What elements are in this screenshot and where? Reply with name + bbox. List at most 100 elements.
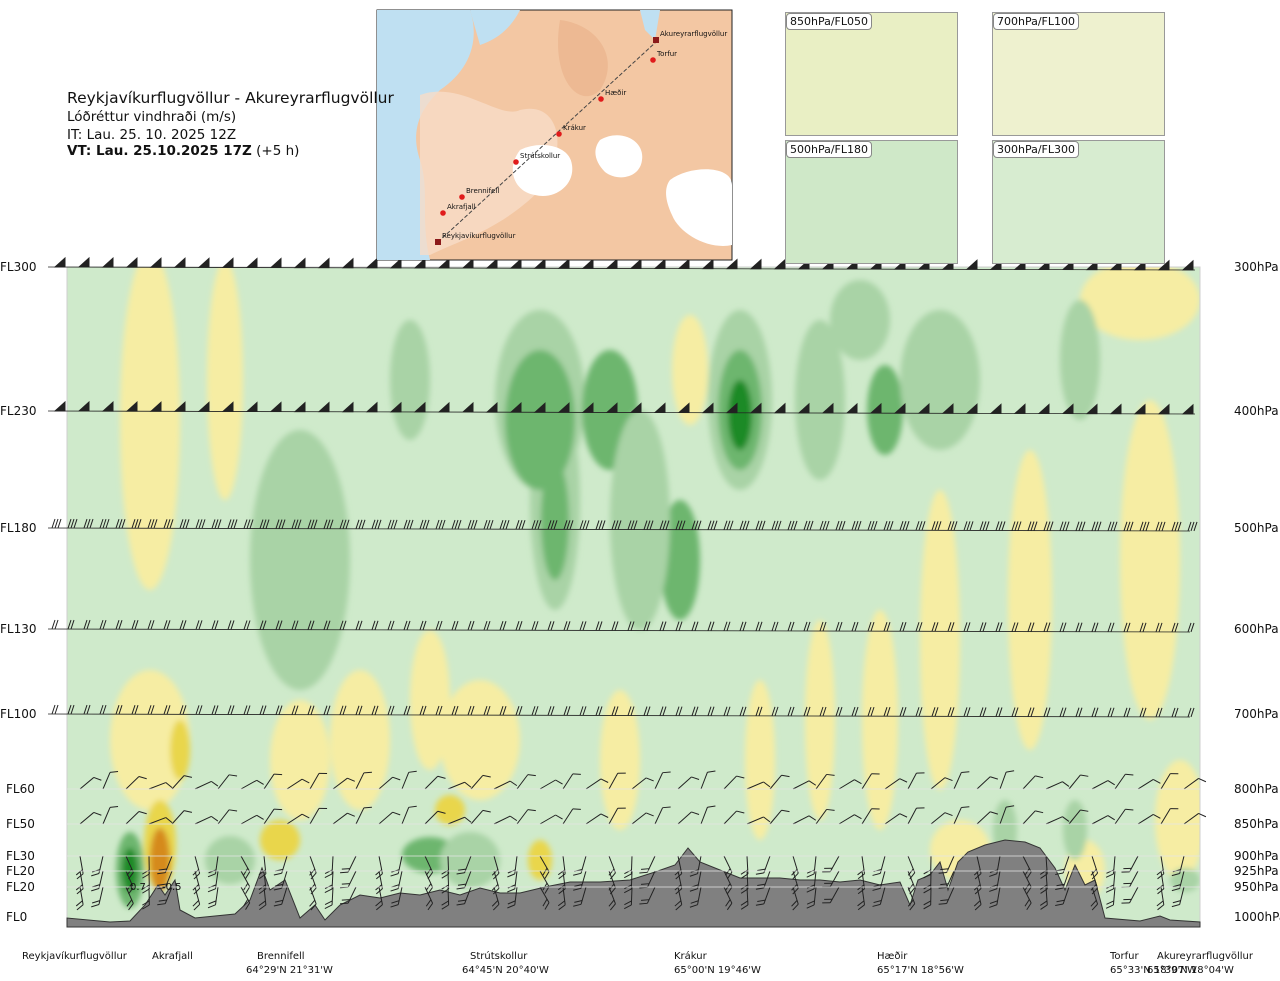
wind-barb [562, 773, 581, 790]
wind-barb [931, 707, 939, 717]
wind-barb [851, 520, 862, 531]
waypoint-name: Reykjavíkurflugvöllur [22, 950, 128, 962]
wind-barb [491, 855, 500, 880]
wind-barb [1011, 521, 1022, 531]
wind-pennant [53, 256, 66, 268]
wind-barb [1091, 815, 1115, 825]
wind-barb [883, 622, 891, 632]
panel-300-label: 300hPa/FL300 [993, 141, 1080, 158]
wind-barb [83, 619, 91, 630]
wind-pennant [1061, 403, 1074, 415]
wind-barb [791, 886, 799, 911]
wind-barb [769, 774, 790, 790]
wind-barb [507, 870, 518, 893]
contour-blob [795, 320, 845, 480]
wind-barb [838, 779, 862, 790]
wind-barb [579, 520, 590, 530]
wind-barb [387, 620, 395, 631]
wind-pennant [77, 256, 90, 268]
contour-blob [207, 267, 243, 500]
wind-barb [867, 520, 878, 531]
wind-barb [822, 886, 840, 904]
wind-barb [1022, 810, 1044, 825]
wind-barb [378, 776, 401, 790]
wind-pennant [965, 259, 978, 270]
wind-barb [259, 705, 267, 715]
wind-barb [979, 622, 987, 632]
wind-barb [707, 621, 715, 631]
wind-pennant [893, 402, 906, 414]
contour-blob [610, 410, 670, 630]
wind-barb [75, 886, 84, 911]
map-waypoint-dot [459, 194, 465, 200]
fl-label: FL230 [0, 404, 37, 418]
wind-barb [1137, 779, 1161, 790]
fl-label: FL20 [6, 880, 35, 894]
wind-barb [390, 886, 403, 908]
wind-barb [211, 705, 219, 715]
wind-barb [627, 706, 635, 716]
wind-barb [691, 621, 699, 631]
wind-pennant [269, 257, 282, 269]
hpa-label: 300hPa [1234, 260, 1279, 274]
wind-barb [1155, 707, 1163, 718]
wind-barb [563, 520, 574, 530]
wind-pennant [749, 402, 762, 414]
level-labels: FL300 300hPa FL230 400hPa FL180 500hPa FL130 60… [0, 260, 1280, 924]
map-waypoint-dot [598, 96, 604, 102]
waypoint-name: Torfur [1109, 951, 1139, 962]
wind-barb [1123, 707, 1131, 717]
wind-barb [1160, 773, 1179, 790]
wind-barb [207, 870, 219, 893]
wind-pennant [557, 402, 570, 413]
wind-barb [456, 855, 472, 875]
wind-barb [1011, 707, 1019, 717]
hpa-label: 800hPa [1234, 782, 1279, 796]
wind-barb [259, 519, 270, 529]
wind-barb [585, 813, 609, 825]
wind-barb [275, 620, 283, 630]
contour-blob [410, 630, 450, 770]
wind-pennant [413, 257, 426, 269]
wind-barb [755, 870, 771, 890]
wind-barb [340, 855, 357, 874]
wind-barb [1107, 622, 1115, 632]
wind-barb [192, 870, 201, 895]
wind-barb [1091, 780, 1115, 790]
wind-barb [507, 886, 518, 909]
wind-barb [1187, 707, 1195, 718]
contour-blob [260, 820, 300, 860]
map-place-label: Torfur [656, 50, 677, 58]
fl-label: FL30 [6, 849, 35, 863]
wind-barb [217, 774, 238, 790]
wind-barb [516, 774, 536, 790]
wind-barb [611, 621, 619, 631]
wind-pennant [797, 402, 810, 414]
wind-barb [771, 520, 782, 531]
wind-barb [51, 619, 59, 630]
wind-pennant [701, 402, 714, 414]
wind-pennant [533, 258, 546, 269]
contour-blob [258, 520, 282, 600]
wind-barb [403, 705, 411, 716]
wind-pennant [485, 401, 498, 413]
waypoint-name: Brennifell [257, 951, 305, 962]
wind-pennant [221, 401, 234, 412]
contour-blob [862, 610, 898, 830]
wind-pennant [629, 258, 642, 269]
hpa-label: 900hPa [1234, 849, 1279, 863]
wind-barb [675, 520, 686, 530]
value-annotation: 0.7 [130, 882, 146, 893]
wind-pennant [701, 258, 714, 270]
wind-barb [240, 814, 264, 825]
wind-barb [787, 706, 795, 717]
panel-850-label: 850hPa/FL050 [786, 13, 873, 30]
hpa-label: 925hPa [1234, 864, 1279, 878]
wind-barb [515, 520, 526, 530]
wind-pennant [293, 401, 306, 413]
wind-barb [291, 620, 299, 630]
wind-barb [115, 620, 123, 630]
wind-pennant [965, 403, 978, 414]
wind-barb [243, 705, 251, 715]
